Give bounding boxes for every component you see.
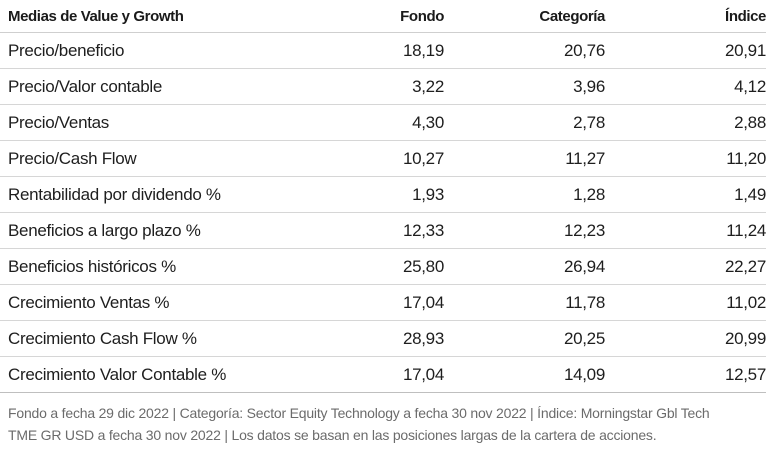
table-row: Beneficios históricos % 25,80 26,94 22,2… xyxy=(0,248,766,285)
fondo-value: 12,33 xyxy=(262,212,444,249)
indice-value: 12,57 xyxy=(605,356,766,393)
table-row: Crecimiento Valor Contable % 17,04 14,09… xyxy=(0,356,766,393)
indice-value: 11,02 xyxy=(605,284,766,321)
row-label: Precio/beneficio xyxy=(0,32,262,69)
categoria-value: 2,78 xyxy=(444,104,605,141)
table-row: Beneficios a largo plazo % 12,33 12,23 1… xyxy=(0,212,766,249)
table-row: Precio/Cash Flow 10,27 11,27 11,20 xyxy=(0,140,766,177)
table-row: Precio/Valor contable 3,22 3,96 4,12 xyxy=(0,68,766,105)
indice-value: 11,20 xyxy=(605,140,766,177)
row-label: Crecimiento Ventas % xyxy=(0,284,262,321)
fondo-value: 10,27 xyxy=(262,140,444,177)
row-label: Precio/Cash Flow xyxy=(0,140,262,177)
indice-value: 2,88 xyxy=(605,104,766,141)
categoria-value: 3,96 xyxy=(444,68,605,105)
row-label: Crecimiento Valor Contable % xyxy=(0,356,262,393)
table-row: Precio/beneficio 18,19 20,76 20,91 xyxy=(0,32,766,69)
categoria-value: 20,76 xyxy=(444,32,605,69)
indice-value: 20,99 xyxy=(605,320,766,357)
footnote-line: TME GR USD a fecha 30 nov 2022 | Los dat… xyxy=(8,427,657,443)
header-categoria: Categoría xyxy=(444,0,605,33)
categoria-value: 11,78 xyxy=(444,284,605,321)
fondo-value: 17,04 xyxy=(262,356,444,393)
row-label: Beneficios a largo plazo % xyxy=(0,212,262,249)
fondo-value: 28,93 xyxy=(262,320,444,357)
value-growth-table: Medias de Value y Growth Fondo Categoría… xyxy=(0,0,766,393)
categoria-value: 12,23 xyxy=(444,212,605,249)
footnote: Fondo a fecha 29 dic 2022 | Categoría: S… xyxy=(8,402,756,446)
table-row: Precio/Ventas 4,30 2,78 2,88 xyxy=(0,104,766,141)
fondo-value: 25,80 xyxy=(262,248,444,285)
fondo-value: 4,30 xyxy=(262,104,444,141)
table-row: Rentabilidad por dividendo % 1,93 1,28 1… xyxy=(0,176,766,213)
table-row: Crecimiento Ventas % 17,04 11,78 11,02 xyxy=(0,284,766,321)
table-row: Crecimiento Cash Flow % 28,93 20,25 20,9… xyxy=(0,320,766,357)
fondo-value: 1,93 xyxy=(262,176,444,213)
fondo-value: 3,22 xyxy=(262,68,444,105)
fondo-value: 17,04 xyxy=(262,284,444,321)
row-label: Beneficios históricos % xyxy=(0,248,262,285)
categoria-value: 26,94 xyxy=(444,248,605,285)
indice-value: 4,12 xyxy=(605,68,766,105)
indice-value: 11,24 xyxy=(605,212,766,249)
categoria-value: 11,27 xyxy=(444,140,605,177)
indice-value: 22,27 xyxy=(605,248,766,285)
indice-value: 1,49 xyxy=(605,176,766,213)
row-label: Crecimiento Cash Flow % xyxy=(0,320,262,357)
categoria-value: 1,28 xyxy=(444,176,605,213)
row-label: Precio/Ventas xyxy=(0,104,262,141)
header-label: Medias de Value y Growth xyxy=(0,0,262,33)
footnote-line: Fondo a fecha 29 dic 2022 | Categoría: S… xyxy=(8,405,710,421)
indice-value: 20,91 xyxy=(605,32,766,69)
header-indice: Índice xyxy=(605,0,766,33)
header-fondo: Fondo xyxy=(262,0,444,33)
categoria-value: 20,25 xyxy=(444,320,605,357)
fondo-value: 18,19 xyxy=(262,32,444,69)
row-label: Rentabilidad por dividendo % xyxy=(0,176,262,213)
categoria-value: 14,09 xyxy=(444,356,605,393)
table-header-row: Medias de Value y Growth Fondo Categoría… xyxy=(0,0,766,33)
row-label: Precio/Valor contable xyxy=(0,68,262,105)
